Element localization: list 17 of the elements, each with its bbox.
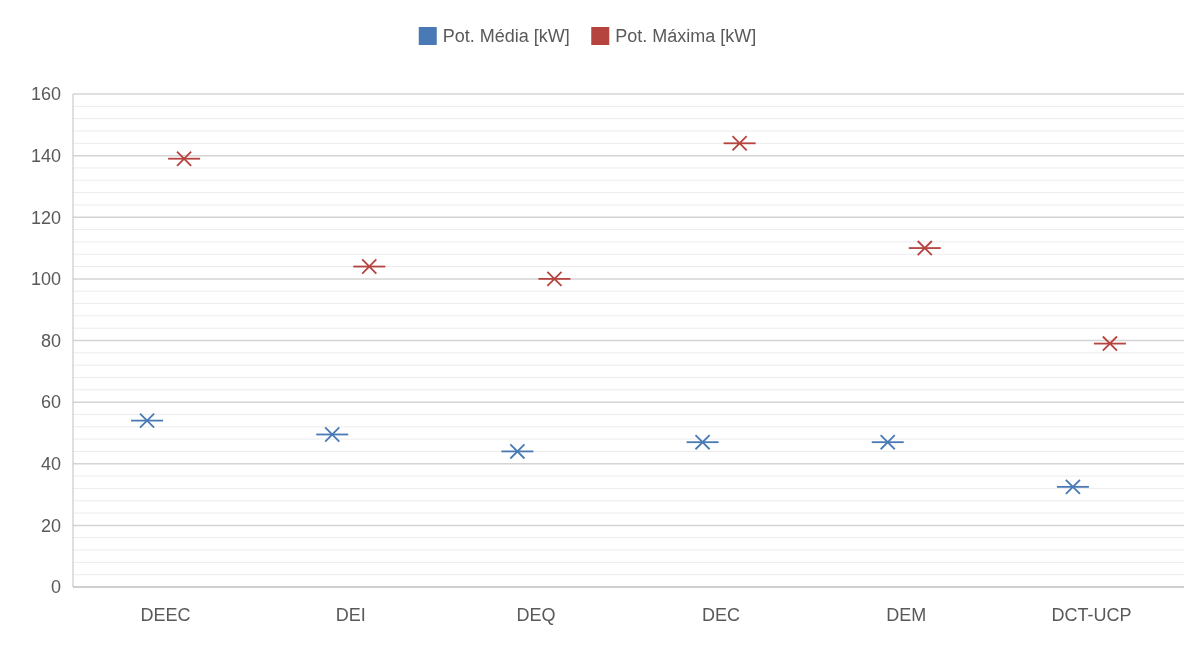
legend-label: Pot. Média [kW] xyxy=(442,26,570,47)
x-tick-label: DEM xyxy=(886,605,927,625)
y-tick-label: 100 xyxy=(30,269,61,290)
x-tick-label: DEQ xyxy=(516,605,556,625)
x-tick-label: DEEC xyxy=(140,605,191,625)
legend-label: Pot. Máxima [kW] xyxy=(615,26,757,47)
x-tick-label: DCT-UCP xyxy=(1051,605,1132,625)
y-tick-label: 140 xyxy=(30,145,61,166)
y-tick-label: 160 xyxy=(30,84,61,105)
y-tick-label: 80 xyxy=(40,330,61,351)
x-tick-label: DEC xyxy=(702,605,741,625)
y-tick-label: 20 xyxy=(40,515,61,536)
y-tick-label: 40 xyxy=(40,454,61,475)
y-tick-label: 120 xyxy=(30,207,61,228)
y-tick-label: 0 xyxy=(50,577,61,598)
y-tick-label: 60 xyxy=(40,392,61,413)
x-tick-label: DEI xyxy=(335,605,366,625)
